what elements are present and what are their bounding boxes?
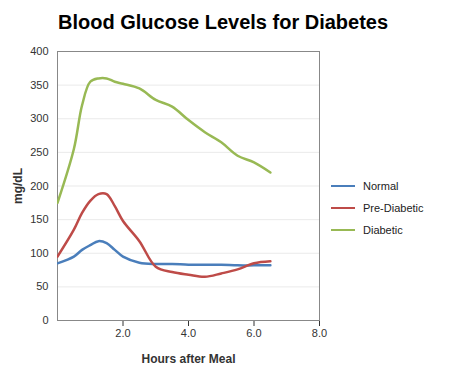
svg-text:6.0: 6.0 (246, 327, 261, 339)
svg-text:mg/dL: mg/dL (11, 168, 25, 204)
html-text:Pre-Diabetic: Pre-Diabetic (363, 202, 424, 214)
svg-text:2.0: 2.0 (115, 327, 130, 339)
svg-text:100: 100 (30, 247, 48, 259)
html-text:Blood Glucose Levels for Diabe: Blood Glucose Levels for Diabetes (58, 11, 389, 33)
svg-text:250: 250 (30, 146, 48, 158)
html-text:Diabetic: Diabetic (363, 224, 403, 236)
svg-text:400: 400 (30, 45, 48, 57)
svg-text:150: 150 (30, 213, 48, 225)
svg-text:50: 50 (36, 280, 48, 292)
svg-text:300: 300 (30, 112, 48, 124)
html-text:Normal: Normal (363, 180, 399, 192)
svg-text:8.0: 8.0 (312, 327, 327, 339)
svg-text:350: 350 (30, 79, 48, 91)
svg-text:Hours after Meal: Hours after Meal (141, 352, 235, 366)
svg-text:0: 0 (42, 314, 48, 326)
svg-text:200: 200 (30, 180, 48, 192)
svg-text:4.0: 4.0 (181, 327, 196, 339)
